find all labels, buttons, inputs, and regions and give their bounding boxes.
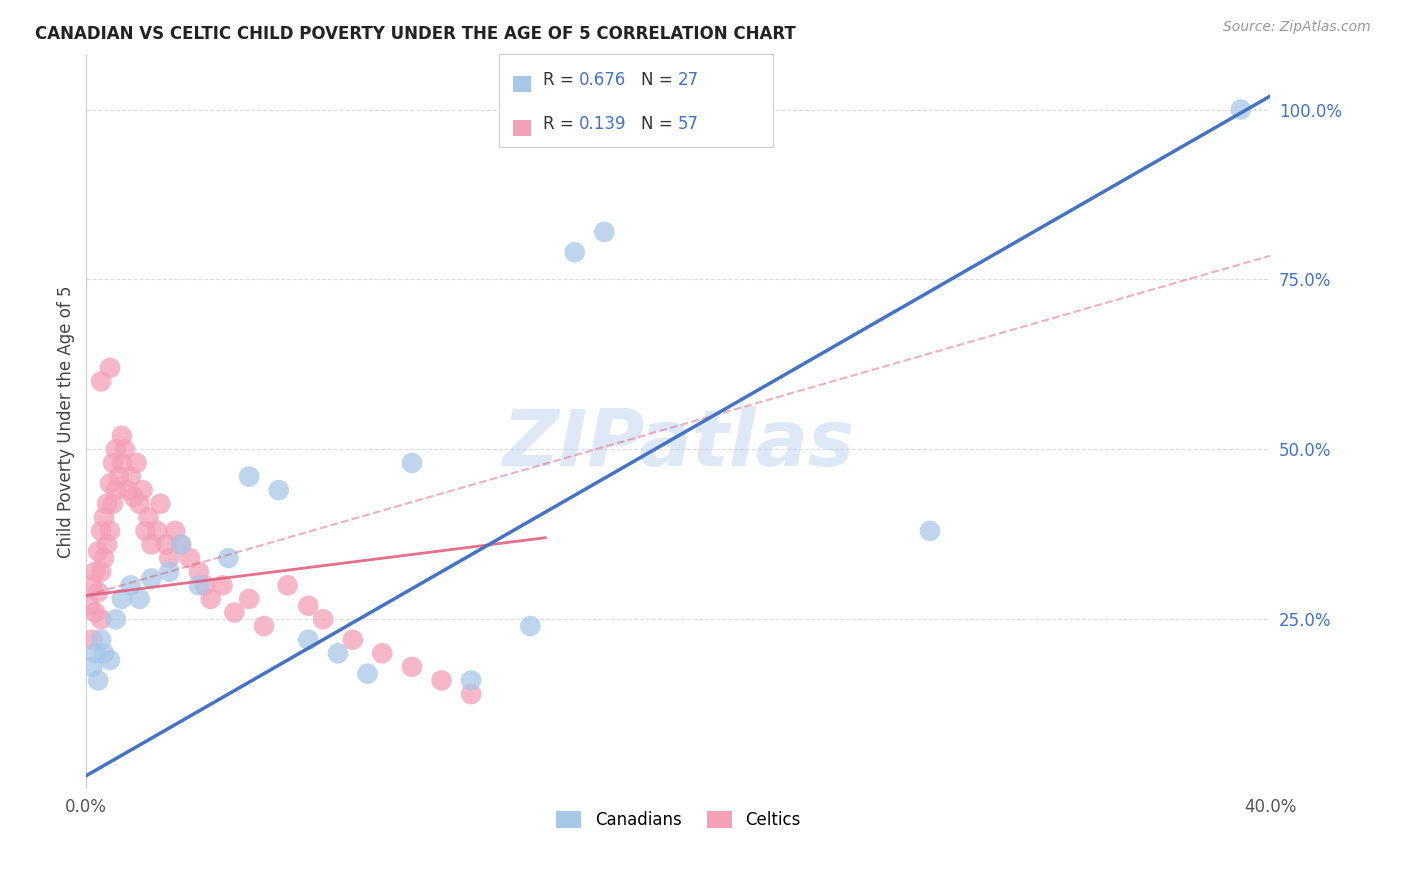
Text: N =: N = xyxy=(641,70,678,88)
Text: 0.139: 0.139 xyxy=(579,115,627,133)
Point xyxy=(93,551,115,566)
Point xyxy=(120,578,142,592)
Point xyxy=(238,591,260,606)
Point xyxy=(187,578,209,592)
Text: CANADIAN VS CELTIC CHILD POVERTY UNDER THE AGE OF 5 CORRELATION CHART: CANADIAN VS CELTIC CHILD POVERTY UNDER T… xyxy=(35,25,796,43)
Point xyxy=(146,524,169,538)
Point xyxy=(77,599,100,613)
Point xyxy=(125,456,148,470)
Point xyxy=(149,497,172,511)
Point xyxy=(84,565,107,579)
Text: Source: ZipAtlas.com: Source: ZipAtlas.com xyxy=(1223,20,1371,34)
Point xyxy=(217,551,239,566)
Point xyxy=(111,429,134,443)
Point xyxy=(277,578,299,592)
Point xyxy=(90,375,112,389)
Text: N =: N = xyxy=(641,115,678,133)
Point xyxy=(200,591,222,606)
Legend: Canadians, Celtics: Canadians, Celtics xyxy=(550,805,807,836)
Point xyxy=(141,537,163,551)
Point xyxy=(111,591,134,606)
Point xyxy=(98,360,121,375)
Point xyxy=(84,606,107,620)
Point xyxy=(179,551,201,566)
Point xyxy=(104,612,127,626)
Point xyxy=(82,578,104,592)
Point xyxy=(114,442,136,457)
Point xyxy=(157,551,180,566)
Point xyxy=(371,646,394,660)
Point xyxy=(93,646,115,660)
Point xyxy=(297,599,319,613)
Point xyxy=(87,585,110,599)
Point xyxy=(356,666,378,681)
Point xyxy=(918,524,941,538)
Point xyxy=(98,476,121,491)
Point xyxy=(401,456,423,470)
Point xyxy=(98,653,121,667)
Point xyxy=(211,578,233,592)
Point xyxy=(128,497,150,511)
Point xyxy=(564,245,586,260)
Point xyxy=(224,606,246,620)
Point xyxy=(101,497,124,511)
Point xyxy=(87,544,110,558)
Point xyxy=(138,510,160,524)
Point xyxy=(519,619,541,633)
Point xyxy=(90,632,112,647)
Point xyxy=(82,660,104,674)
Point xyxy=(90,565,112,579)
Point xyxy=(170,537,193,551)
Point xyxy=(430,673,453,688)
Point xyxy=(326,646,349,660)
Point xyxy=(82,632,104,647)
Point xyxy=(194,578,217,592)
Point xyxy=(98,524,121,538)
Text: R =: R = xyxy=(543,70,579,88)
Point xyxy=(90,524,112,538)
Point xyxy=(104,483,127,497)
Point xyxy=(155,537,177,551)
Point xyxy=(141,572,163,586)
Point xyxy=(96,537,118,551)
Point xyxy=(120,469,142,483)
Point xyxy=(128,591,150,606)
Point xyxy=(117,483,139,497)
Point xyxy=(96,497,118,511)
Text: R =: R = xyxy=(543,115,579,133)
Point xyxy=(1230,103,1253,117)
Point xyxy=(593,225,616,239)
Text: 27: 27 xyxy=(678,70,699,88)
Point xyxy=(104,442,127,457)
Text: ZIPatlas: ZIPatlas xyxy=(502,406,855,483)
Point xyxy=(122,490,145,504)
Point xyxy=(187,565,209,579)
Point xyxy=(342,632,364,647)
Point xyxy=(157,565,180,579)
Text: 57: 57 xyxy=(678,115,699,133)
Point xyxy=(101,456,124,470)
Point xyxy=(401,660,423,674)
Point xyxy=(90,612,112,626)
Text: 0.676: 0.676 xyxy=(579,70,627,88)
Point xyxy=(84,646,107,660)
Point xyxy=(312,612,335,626)
Point xyxy=(131,483,153,497)
Point xyxy=(93,510,115,524)
Point xyxy=(267,483,290,497)
Point xyxy=(165,524,187,538)
Point xyxy=(297,632,319,647)
Point xyxy=(460,687,482,701)
Point xyxy=(253,619,276,633)
Point xyxy=(111,456,134,470)
Point xyxy=(170,537,193,551)
Y-axis label: Child Poverty Under the Age of 5: Child Poverty Under the Age of 5 xyxy=(58,286,75,558)
Point xyxy=(134,524,156,538)
Point xyxy=(238,469,260,483)
Point xyxy=(108,469,131,483)
Point xyxy=(87,673,110,688)
Point xyxy=(460,673,482,688)
